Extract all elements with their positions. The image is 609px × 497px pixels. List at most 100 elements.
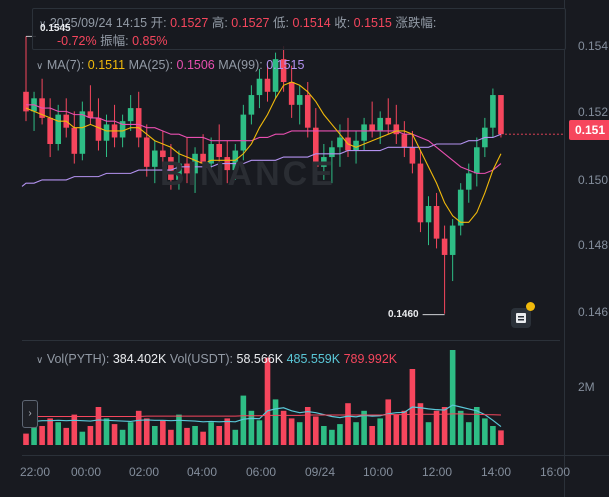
watermark: BINANCE [160,155,336,193]
candle-body [23,91,29,112]
candle-body [409,147,416,164]
chevron-down-icon[interactable]: ∨ [36,61,44,72]
price-axis-label: 0.150 [578,173,609,187]
volume-bar [216,426,222,445]
volume-bar [465,422,472,445]
volume-bar [272,399,279,445]
vol-ma-a-value: 485.559K [286,352,341,366]
volume-bar [240,395,247,445]
volume-bar [232,429,239,445]
alert-dot [526,302,535,311]
volume-bar [490,426,496,445]
ma25-value: 0.1506 [176,58,215,72]
alert-icon[interactable] [511,308,531,328]
candle-body [208,144,214,164]
low-marker-label: 0.1460 [388,309,419,320]
candle-body [192,153,198,174]
volume-bar [296,422,303,445]
vol-usdt-value: 58.566K [236,352,284,366]
candle-body [304,95,311,128]
volume-bar [87,426,94,445]
time-axis-label: 10:00 [363,465,394,479]
high-marker-label: 0.1545 [40,23,71,34]
ma25-label: MA(25): [128,58,174,72]
volume-bar [385,399,392,445]
price-axis-label: 0.146 [578,305,609,319]
chevron-right-icon[interactable]: › [22,400,38,428]
volume-bar [135,410,142,445]
volume-bar [200,431,206,445]
volume-bar [474,407,480,445]
volume-bar [345,403,351,445]
chevron-down-icon[interactable]: ∨ [39,19,47,30]
volume-bar [449,350,456,445]
candle-body [441,238,448,255]
alert-icon-glyph [516,313,526,323]
price-axis-label: 0.148 [578,238,609,252]
volume-legend: ∨ Vol(PYTH): 384.402K Vol(USDT): 58.566K… [36,352,397,366]
candle-body [87,111,94,118]
candle-body [160,150,166,158]
volume-bar [39,426,45,445]
candle-body [176,163,182,180]
candle-body [288,82,295,105]
ma25-line [26,104,502,174]
volume-bar [304,407,311,445]
candle-body [417,163,424,223]
ma-legend: ∨ MA(7): 0.1511 MA(25): 0.1506 MA(99): 0… [36,58,304,72]
volume-bar [47,418,53,445]
high-label: 高: [211,16,228,30]
volume-bar [433,410,440,445]
candle-body [377,117,383,131]
candle-body [240,114,247,151]
volume-bar [280,410,287,445]
ma99-line [21,133,502,187]
volume-bar [208,422,214,445]
volume-bar [417,403,424,445]
volume-bar [288,418,295,445]
time-axis-label: 22:00 [20,465,51,479]
volume-bar [361,410,367,445]
close-value: 0.1515 [353,16,392,30]
volume-bar [192,426,198,445]
volume-bar [176,414,182,445]
ohlc-info-box: ∨ 2025/09/24 14:15 开: 0.1527 高: 0.1527 低… [32,8,566,50]
volume-bar [264,357,271,445]
candle-body [369,124,375,131]
change-value: -0.72% [57,34,97,48]
volume-bar [482,418,488,445]
time-axis-label: 04:00 [187,465,218,479]
volume-bar [184,427,190,445]
candle-body [143,137,150,167]
price-axis-label: 0.152 [578,105,609,119]
close-label: 收: [334,16,351,30]
vol-pyth-value: 384.402K [112,352,167,366]
time-axis-label: 00:00 [71,465,102,479]
volume-bar [498,430,504,445]
volume-bar [377,418,383,445]
candle-body [95,117,102,141]
ohlc-datetime: 2025/09/24 14:15 [49,16,148,30]
candle-body [264,78,271,92]
candle-body [474,147,480,174]
volume-bar [152,426,158,445]
volume-bar [103,418,110,445]
volume-axis-label: 2M [578,380,595,394]
time-axis-label: 12:00 [422,465,453,479]
time-axis-label: 16:00 [540,465,571,479]
chevron-down-icon[interactable]: ∨ [36,355,44,366]
candle-body [457,189,464,226]
volume-bar [248,410,255,445]
open-value: 0.1527 [170,16,209,30]
candle-body [119,121,126,138]
candle-body [55,114,61,144]
volume-bar [321,426,327,445]
candle-body [393,124,400,135]
candle-body [449,225,456,255]
candle-body [385,117,392,125]
time-axis-label: 06:00 [246,465,277,479]
ma7-line [25,81,502,223]
volume-ma-line-a [25,404,502,428]
